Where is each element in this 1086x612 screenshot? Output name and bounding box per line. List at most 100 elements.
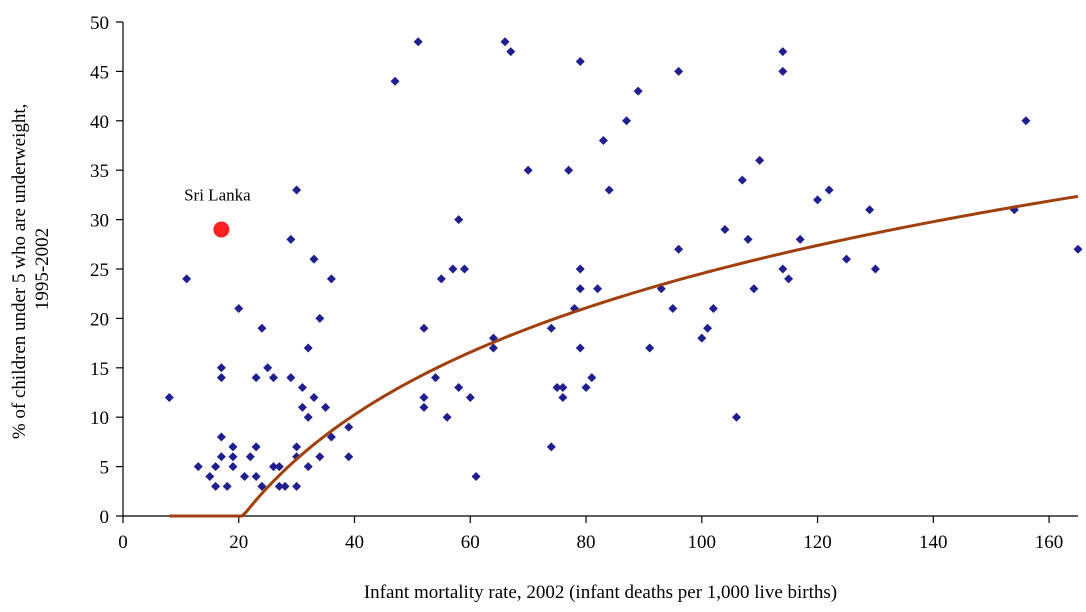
x-tick-label: 100 bbox=[688, 532, 717, 553]
data-point bbox=[465, 392, 475, 402]
data-point bbox=[251, 373, 261, 383]
data-point bbox=[315, 313, 325, 323]
trendline bbox=[169, 194, 1079, 518]
y-tick-label: 40 bbox=[90, 112, 109, 133]
data-point bbox=[211, 462, 221, 472]
data-point bbox=[575, 284, 585, 294]
data-point bbox=[575, 57, 585, 67]
data-point bbox=[326, 432, 336, 442]
x-tick-label: 0 bbox=[118, 532, 128, 553]
data-point bbox=[419, 323, 429, 333]
data-point bbox=[274, 481, 284, 491]
y-tick-label: 5 bbox=[100, 458, 110, 479]
data-point bbox=[442, 412, 452, 422]
data-point bbox=[216, 452, 226, 462]
data-point bbox=[778, 264, 788, 274]
data-point bbox=[164, 392, 174, 402]
data-point bbox=[205, 471, 215, 481]
y-tick-label: 10 bbox=[90, 408, 109, 429]
y-tick-label: 20 bbox=[90, 309, 109, 330]
data-point bbox=[286, 373, 296, 383]
data-point bbox=[303, 412, 313, 422]
x-tick-label: 20 bbox=[229, 532, 248, 553]
data-point bbox=[575, 343, 585, 353]
data-point bbox=[251, 471, 261, 481]
x-tick-label: 140 bbox=[919, 532, 948, 553]
data-point bbox=[292, 185, 302, 195]
data-point bbox=[245, 452, 255, 462]
data-point bbox=[471, 471, 481, 481]
highlight-point-sri-lanka bbox=[213, 221, 230, 238]
axes bbox=[122, 22, 1078, 517]
data-point bbox=[500, 37, 510, 47]
y-tick-label: 50 bbox=[90, 13, 109, 34]
data-point bbox=[581, 383, 591, 393]
data-point bbox=[321, 402, 331, 412]
data-point bbox=[749, 284, 759, 294]
data-point bbox=[419, 402, 429, 412]
data-point bbox=[703, 323, 713, 333]
x-tick-label: 40 bbox=[345, 532, 364, 553]
data-point bbox=[228, 452, 238, 462]
data-point bbox=[228, 462, 238, 472]
x-ticks: 0 20 40 60 80 100 120 140 160 bbox=[118, 516, 1063, 553]
data-point bbox=[390, 76, 400, 86]
data-point bbox=[523, 165, 533, 175]
x-tick-label: 80 bbox=[577, 532, 596, 553]
data-point bbox=[182, 274, 192, 284]
data-point bbox=[813, 195, 823, 205]
y-tick-label: 0 bbox=[100, 507, 110, 528]
data-point bbox=[743, 234, 753, 244]
data-point bbox=[546, 323, 556, 333]
y-tick-label: 15 bbox=[90, 359, 109, 380]
data-point bbox=[263, 363, 273, 373]
y-tick-label: 30 bbox=[90, 211, 109, 232]
data-point bbox=[841, 254, 851, 264]
data-point bbox=[870, 264, 880, 274]
x-tick-label: 60 bbox=[461, 532, 480, 553]
data-point bbox=[454, 383, 464, 393]
data-point bbox=[587, 373, 597, 383]
data-point bbox=[755, 155, 765, 165]
data-point bbox=[216, 432, 226, 442]
data-point bbox=[286, 234, 296, 244]
data-point bbox=[604, 185, 614, 195]
data-point bbox=[315, 452, 325, 462]
data-point bbox=[1073, 244, 1083, 254]
data-point bbox=[257, 481, 267, 491]
data-point bbox=[645, 343, 655, 353]
data-point bbox=[326, 274, 336, 284]
data-point bbox=[297, 383, 307, 393]
data-point bbox=[222, 481, 232, 491]
data-point bbox=[732, 412, 742, 422]
highlight-label: Sri Lanka bbox=[184, 185, 251, 204]
data-point bbox=[257, 323, 267, 333]
data-point bbox=[558, 392, 568, 402]
data-point bbox=[413, 37, 423, 47]
data-point bbox=[865, 205, 875, 215]
data-point bbox=[268, 373, 278, 383]
data-point bbox=[268, 462, 278, 472]
data-point bbox=[575, 264, 585, 274]
y-tick-label: 25 bbox=[90, 260, 109, 281]
data-point bbox=[558, 383, 568, 393]
data-point bbox=[211, 481, 221, 491]
data-point bbox=[459, 264, 469, 274]
data-point bbox=[344, 422, 354, 432]
data-point bbox=[240, 471, 250, 481]
data-point bbox=[251, 442, 261, 452]
data-point bbox=[309, 392, 319, 402]
data-point bbox=[633, 86, 643, 96]
data-point bbox=[344, 452, 354, 462]
data-point bbox=[436, 274, 446, 284]
data-point bbox=[564, 165, 574, 175]
data-point bbox=[274, 462, 284, 472]
data-point bbox=[303, 462, 313, 472]
y-axis-title-line-2: 1995-2002 bbox=[32, 228, 53, 310]
data-point bbox=[778, 66, 788, 76]
data-point bbox=[228, 442, 238, 452]
data-point bbox=[598, 136, 608, 146]
data-point bbox=[737, 175, 747, 185]
y-axis-title-line-1: % of children under 5 who are underweigh… bbox=[9, 104, 30, 440]
